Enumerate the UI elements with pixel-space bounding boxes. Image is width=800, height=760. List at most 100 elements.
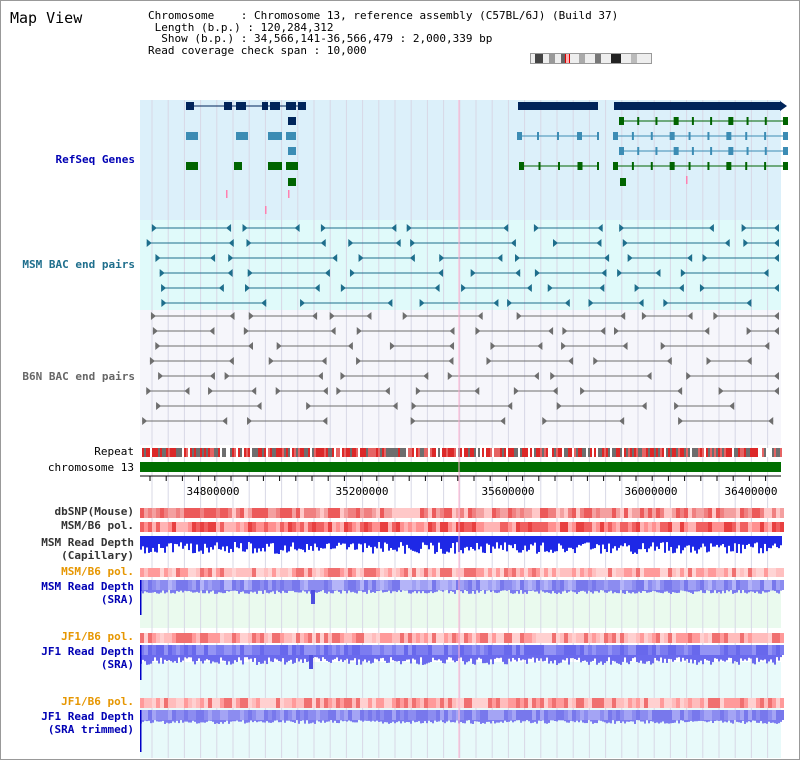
exon [764, 147, 767, 155]
heat-cell [604, 568, 608, 577]
heat-cell [448, 698, 452, 708]
repeat-cell [378, 448, 380, 457]
msm-sra-bg [140, 590, 781, 628]
depth-bar [644, 655, 646, 664]
depth-bar [336, 720, 338, 723]
track-label-msm-depth-sra[interactable]: MSM Read Depth [41, 580, 134, 593]
depth-bar [220, 590, 222, 593]
refseq-genes-track[interactable] [186, 101, 788, 214]
heat-cell [660, 633, 664, 643]
track-label-msm-b6-pol[interactable]: MSM/B6 pol. [61, 519, 134, 532]
heat-cell [712, 522, 716, 532]
depth-bar [670, 720, 672, 724]
heat-cell [400, 568, 404, 577]
depth-bar [296, 590, 298, 593]
heat-cell [684, 645, 688, 655]
axis-tick-label: 36000000 [625, 485, 678, 498]
heat-cell [616, 633, 620, 643]
exon [726, 162, 732, 170]
depth-bar [518, 590, 520, 594]
depth-bar [534, 536, 536, 543]
repeat-cell [710, 448, 712, 457]
heat-cell [376, 698, 380, 708]
heat-cell [340, 580, 344, 590]
repeat-cell [628, 448, 630, 457]
heat-cell [780, 698, 784, 708]
heat-cell [292, 522, 296, 532]
heat-cell [672, 698, 676, 708]
track-label-jf1-b6-pol[interactable]: JF1/B6 pol. [61, 630, 134, 643]
depth-bar [290, 536, 292, 547]
heat-cell [552, 508, 556, 518]
depth-bar [526, 536, 528, 552]
heat-cell [768, 508, 772, 518]
track-label-refseq-genes[interactable]: RefSeq Genes [55, 153, 135, 166]
repeat-cell [540, 448, 542, 457]
heat-cell [156, 508, 160, 518]
track-label-msm-bac[interactable]: MSM BAC end pairs [22, 258, 135, 271]
heatmap-tracks[interactable] [140, 508, 784, 720]
heat-cell [376, 522, 380, 532]
heat-cell [448, 568, 452, 577]
heat-cell [368, 633, 372, 643]
depth-bar [780, 536, 782, 546]
depth-bar [378, 590, 380, 591]
track-label-msm-b6-pol-2[interactable]: MSM/B6 pol. [61, 565, 134, 578]
exon [637, 147, 640, 155]
heat-cell [500, 522, 504, 532]
depth-bar [596, 655, 598, 665]
depth-bar [204, 590, 206, 594]
depth-bar [452, 655, 454, 661]
heat-cell [360, 698, 364, 708]
heat-cell [644, 633, 648, 643]
read-depth-tracks[interactable] [140, 536, 782, 752]
depth-bar [506, 536, 508, 552]
heat-cell [176, 710, 180, 720]
depth-bar [416, 655, 418, 664]
repeat-track[interactable] [140, 448, 782, 457]
heat-cell [240, 522, 244, 532]
depth-bar [778, 590, 780, 594]
heat-cell [216, 645, 220, 655]
track-label-dbsnp[interactable]: dbSNP(Mouse) [54, 505, 134, 518]
depth-bar [602, 536, 604, 545]
heat-cell [208, 698, 212, 708]
depth-bar [426, 655, 428, 664]
track-label-b6n-bac[interactable]: B6N BAC end pairs [22, 370, 135, 383]
track-label-jf1-depth-trim[interactable]: JF1 Read Depth [41, 710, 134, 723]
track-label-repeat[interactable]: Repeat [94, 445, 134, 458]
heat-cell [692, 645, 696, 655]
heat-cell [332, 508, 336, 518]
depth-bar [678, 590, 680, 593]
track-label-jf1-b6-pol-2[interactable]: JF1/B6 pol. [61, 695, 134, 708]
depth-bar [516, 536, 518, 551]
depth-bar [532, 536, 534, 546]
heat-cell [300, 522, 304, 532]
depth-bar [544, 655, 546, 661]
heat-cell [640, 710, 644, 720]
depth-bar [280, 536, 282, 550]
chromosome-ideogram[interactable] [530, 53, 652, 64]
depth-bar [228, 720, 230, 724]
heat-cell [512, 645, 516, 655]
depth-bar [740, 536, 742, 554]
heat-cell [512, 522, 516, 532]
repeat-cell [214, 448, 216, 457]
heat-cell [396, 568, 400, 577]
msm-bac-track[interactable] [146, 224, 779, 307]
track-label-msm-depth-capillary[interactable]: MSM Read Depth [41, 536, 134, 549]
depth-bar [318, 655, 320, 659]
depth-bar [718, 720, 720, 721]
depth-bar [778, 536, 780, 549]
heat-cell [592, 710, 596, 720]
depth-bar [536, 720, 538, 724]
depth-bar [388, 590, 390, 591]
repeat-cell [528, 448, 530, 457]
heat-cell [764, 568, 768, 577]
b6n-bac-track[interactable] [142, 312, 779, 425]
depth-bar [698, 590, 700, 592]
repeat-cell [280, 448, 282, 457]
track-label-jf1-depth-sra[interactable]: JF1 Read Depth [41, 645, 134, 658]
heat-cell [148, 522, 152, 532]
